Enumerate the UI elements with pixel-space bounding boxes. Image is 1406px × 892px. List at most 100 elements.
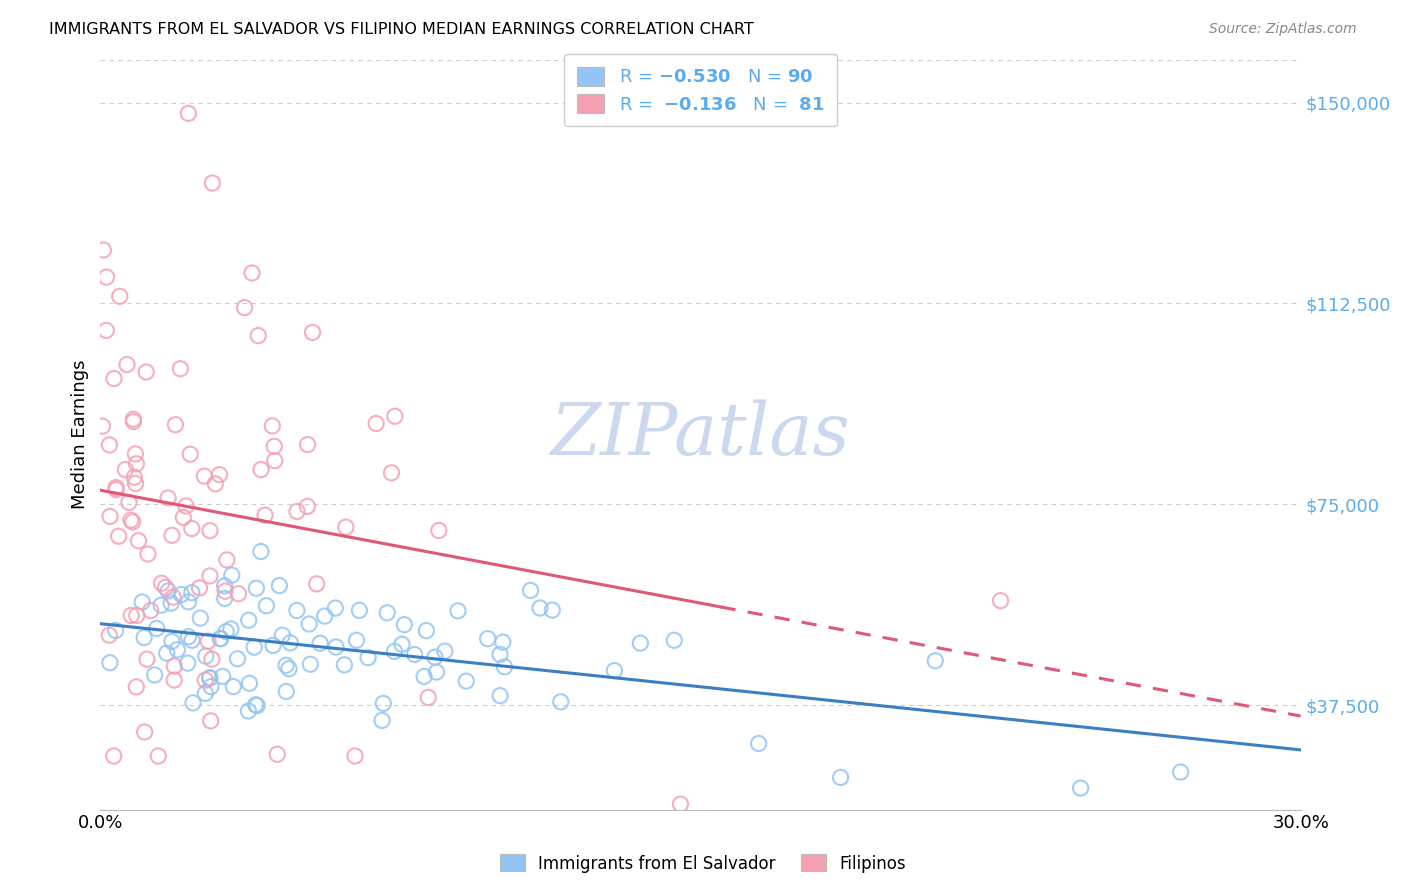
Point (250, 462, 273, 476)
Point (105, 481, 128, 495)
Point (143, 668, 166, 682)
Point (174, 499, 197, 513)
Point (214, 579, 236, 593)
Point (415, 624, 437, 638)
Point (172, 510, 194, 524)
Point (285, 504, 308, 518)
Point (238, 613, 260, 627)
Point (103, 371, 125, 385)
Point (309, 636, 332, 650)
Point (550, 695, 572, 709)
Point (155, 581, 177, 595)
Point (148, 749, 170, 764)
Point (246, 698, 269, 713)
Point (346, 633, 368, 648)
Point (214, 584, 236, 599)
Point (305, 577, 328, 591)
Point (136, 547, 159, 561)
Point (157, 491, 180, 505)
Point (96, 323, 118, 337)
Point (215, 553, 238, 567)
Point (177, 106, 200, 120)
Point (254, 599, 277, 613)
Point (131, 595, 153, 609)
Point (335, 520, 357, 534)
Point (98, 628, 121, 642)
Point (494, 660, 516, 674)
Point (418, 690, 440, 705)
Point (628, 636, 651, 650)
Point (404, 648, 426, 662)
Point (276, 684, 298, 698)
Point (373, 697, 395, 711)
Point (180, 522, 202, 536)
Point (96, 270, 118, 285)
Point (134, 725, 156, 739)
Point (104, 624, 127, 638)
Point (271, 628, 294, 642)
Point (125, 680, 148, 694)
Point (297, 437, 319, 451)
Point (456, 674, 478, 689)
Point (215, 624, 238, 639)
Point (194, 673, 217, 687)
Point (274, 658, 297, 673)
Point (301, 326, 323, 340)
Point (181, 633, 204, 648)
Point (990, 593, 1012, 607)
Point (349, 603, 371, 617)
Point (529, 601, 551, 615)
Point (263, 439, 285, 453)
Point (492, 635, 515, 649)
Point (122, 412, 145, 426)
Point (98, 438, 121, 452)
Point (477, 632, 499, 646)
Point (160, 634, 183, 648)
Point (176, 656, 198, 670)
Point (366, 417, 388, 431)
Point (136, 652, 159, 666)
Point (298, 617, 321, 632)
Point (120, 608, 142, 623)
Point (193, 469, 215, 483)
Point (170, 587, 193, 601)
Point (269, 578, 291, 592)
Point (240, 266, 263, 280)
Point (371, 714, 394, 728)
Point (924, 654, 946, 668)
Point (413, 669, 436, 683)
Point (91, 419, 114, 434)
Point (197, 634, 219, 648)
Point (427, 524, 450, 538)
Text: Source: ZipAtlas.com: Source: ZipAtlas.com (1209, 22, 1357, 37)
Text: ZIPatlas: ZIPatlas (551, 400, 851, 470)
Point (325, 640, 347, 654)
Point (132, 631, 155, 645)
Point (380, 466, 402, 480)
Point (262, 418, 284, 433)
Point (245, 581, 267, 595)
Point (209, 632, 232, 646)
Point (343, 749, 366, 764)
Point (208, 467, 231, 482)
Point (214, 591, 236, 606)
Point (198, 671, 221, 685)
Point (222, 680, 245, 694)
Point (115, 358, 138, 372)
Point (423, 650, 446, 665)
Point (114, 462, 136, 476)
Point (121, 515, 143, 529)
Point (262, 639, 284, 653)
Point (163, 659, 186, 673)
Point (243, 640, 266, 655)
Point (198, 524, 221, 538)
Point (166, 642, 188, 657)
Point (238, 704, 260, 718)
Point (245, 698, 267, 712)
Point (118, 495, 141, 509)
Point (177, 630, 200, 644)
Point (325, 601, 347, 615)
Point (664, 633, 686, 648)
Point (247, 328, 270, 343)
Point (122, 415, 145, 429)
